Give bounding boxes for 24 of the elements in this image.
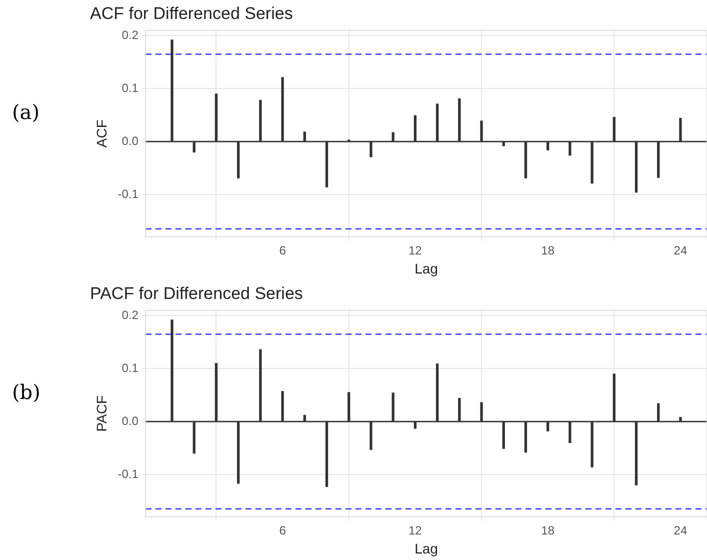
x-tick-label: 6 bbox=[279, 523, 286, 538]
text: (b) bbox=[12, 380, 40, 404]
y-tick-label: 0.2 bbox=[122, 308, 139, 322]
x-axis-title: Lag bbox=[414, 260, 438, 276]
y-tick-label: 0.0 bbox=[122, 414, 139, 428]
y-tick-label: -0.1 bbox=[118, 466, 139, 481]
x-axis-title: Lag bbox=[414, 540, 438, 556]
x-tick-label: 24 bbox=[674, 243, 688, 258]
x-tick-label: 18 bbox=[541, 523, 555, 538]
chart-title: ACF for Differenced Series bbox=[90, 4, 293, 23]
x-tick-label: 12 bbox=[408, 523, 422, 538]
x-tick-label: 6 bbox=[279, 243, 286, 258]
y-tick-label: 0.1 bbox=[122, 80, 139, 95]
x-tick-label: 18 bbox=[541, 243, 555, 258]
y-tick-label: 0.0 bbox=[122, 134, 139, 148]
y-tick-label: 0.1 bbox=[122, 360, 139, 375]
x-tick-label: 24 bbox=[674, 523, 688, 538]
y-tick-label: 0.2 bbox=[122, 28, 139, 42]
chart-title: PACF for Differenced Series bbox=[90, 284, 303, 303]
y-axis-title: PACF bbox=[93, 395, 110, 432]
y-tick-label: -0.1 bbox=[118, 186, 139, 201]
text: (a) bbox=[12, 100, 40, 124]
y-axis-title: ACF bbox=[93, 120, 110, 148]
x-tick-label: 12 bbox=[408, 243, 422, 258]
